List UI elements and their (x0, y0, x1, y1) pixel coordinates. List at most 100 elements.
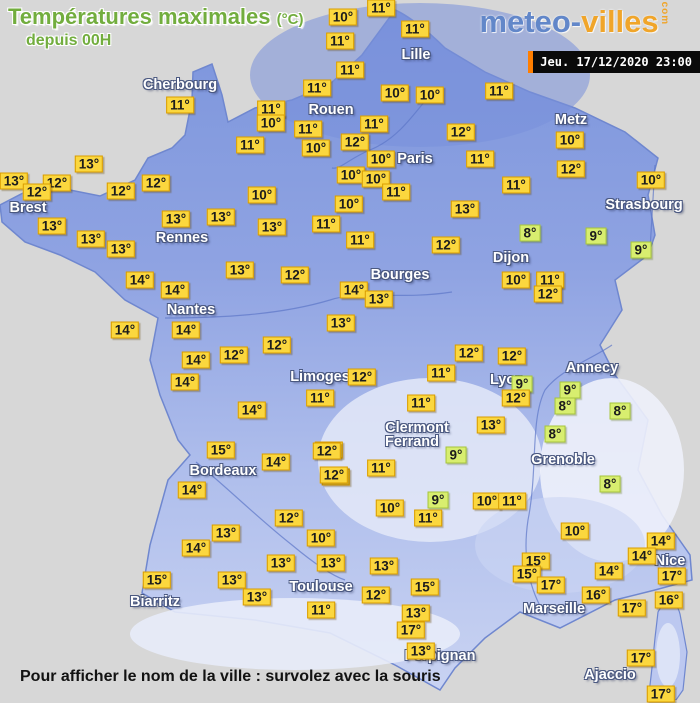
temp-badge[interactable]: 13° (0, 172, 29, 190)
temp-badge[interactable]: 14° (125, 271, 155, 289)
temp-badge[interactable]: 12° (280, 266, 310, 284)
temp-badge[interactable]: 15° (142, 571, 172, 589)
temp-badge[interactable]: 10° (256, 114, 286, 132)
temp-badge[interactable]: 10° (336, 166, 366, 184)
temp-badge[interactable]: 11° (346, 231, 374, 249)
temp-badge[interactable]: 8° (599, 475, 621, 493)
temp-badge[interactable]: 14° (646, 532, 676, 550)
temp-badge[interactable]: 12° (501, 389, 531, 407)
temp-badge[interactable]: 9° (585, 227, 607, 245)
temp-badge[interactable]: 17° (536, 576, 566, 594)
temp-badge[interactable]: 13° (364, 290, 394, 308)
meteo-villes-logo[interactable]: meteo-villes.com (479, 0, 686, 40)
temp-badge[interactable]: 14° (261, 453, 291, 471)
temp-badge[interactable]: 10° (301, 139, 331, 157)
temp-badge[interactable]: 12° (319, 466, 349, 484)
temp-badge[interactable]: 14° (177, 481, 207, 499)
temp-badge[interactable]: 12° (454, 344, 484, 362)
temp-badge[interactable]: 9° (511, 375, 533, 393)
temp-badge[interactable]: 12° (219, 346, 249, 364)
temp-badge[interactable]: 13° (37, 217, 67, 235)
temp-badge[interactable]: 11° (427, 364, 455, 382)
temp-badge[interactable]: 13° (401, 604, 431, 622)
temp-badge[interactable]: 13° (225, 261, 255, 279)
temp-badge[interactable]: 12° (446, 123, 476, 141)
temp-badge[interactable]: 13° (217, 571, 247, 589)
temp-badge[interactable]: 13° (76, 230, 106, 248)
temp-badge[interactable]: 9° (559, 381, 581, 399)
temp-badge[interactable]: 14° (171, 321, 201, 339)
temp-badge[interactable]: 10° (555, 131, 585, 149)
temp-badge[interactable]: 17° (617, 599, 647, 617)
temp-badge[interactable]: 11° (326, 32, 354, 50)
temp-badge[interactable]: 11° (307, 601, 335, 619)
temp-badge[interactable]: 17° (396, 621, 426, 639)
temp-badge[interactable]: 11° (312, 215, 340, 233)
temp-badge[interactable]: 10° (472, 492, 502, 510)
temp-badge[interactable]: 14° (170, 373, 200, 391)
temp-badge[interactable]: 13° (369, 557, 399, 575)
temp-badge[interactable]: 8° (554, 397, 576, 415)
temp-badge[interactable]: 12° (141, 174, 171, 192)
temp-badge[interactable]: 13° (242, 588, 272, 606)
temp-badge[interactable]: 10° (375, 499, 405, 517)
temp-badge[interactable]: 11° (498, 492, 526, 510)
temp-badge[interactable]: 11° (367, 0, 395, 17)
temp-badge[interactable]: 13° (106, 240, 136, 258)
temp-badge[interactable]: 11° (360, 115, 388, 133)
temp-badge[interactable]: 9° (630, 241, 652, 259)
temp-badge[interactable]: 11° (166, 96, 194, 114)
temp-badge[interactable]: 13° (476, 416, 506, 434)
temp-badge[interactable]: 11° (401, 20, 429, 38)
temp-badge[interactable]: 11° (382, 183, 410, 201)
temp-badge[interactable]: 14° (181, 539, 211, 557)
temp-badge[interactable]: 13° (266, 554, 296, 572)
temp-badge[interactable]: 10° (415, 86, 445, 104)
temp-badge[interactable]: 12° (22, 183, 52, 201)
temp-badge[interactable]: 16° (581, 586, 611, 604)
temp-badge[interactable]: 14° (594, 562, 624, 580)
temp-badge[interactable]: 10° (306, 529, 336, 547)
temp-badge[interactable]: 15° (410, 578, 440, 596)
temp-badge[interactable]: 10° (328, 8, 358, 26)
temp-badge[interactable]: 13° (257, 218, 287, 236)
temp-badge[interactable]: 8° (609, 402, 631, 420)
temp-badge[interactable]: 13° (211, 524, 241, 542)
temp-badge[interactable]: 13° (406, 642, 436, 660)
temp-badge[interactable]: 8° (544, 425, 566, 443)
temp-badge[interactable]: 15° (512, 565, 542, 583)
temp-badge[interactable]: 13° (74, 155, 104, 173)
temp-badge[interactable]: 12° (556, 160, 586, 178)
temp-badge[interactable]: 11° (236, 136, 264, 154)
temp-badge[interactable]: 13° (206, 208, 236, 226)
temp-badge[interactable]: 10° (636, 171, 666, 189)
temp-badge[interactable]: 10° (501, 271, 531, 289)
temp-badge[interactable]: 12° (106, 182, 136, 200)
temp-badge[interactable]: 11° (407, 394, 435, 412)
temp-badge[interactable]: 8° (519, 224, 541, 242)
temp-badge[interactable]: 13° (326, 314, 356, 332)
temp-badge[interactable]: 10° (366, 150, 396, 168)
temp-badge[interactable]: 13° (450, 200, 480, 218)
temp-badge[interactable]: 10° (361, 170, 391, 188)
temp-badge[interactable]: 14° (110, 321, 140, 339)
temp-badge[interactable]: 12° (274, 509, 304, 527)
temp-badge[interactable]: 11° (303, 79, 331, 97)
temp-badge[interactable]: 14° (160, 281, 190, 299)
temp-badge[interactable]: 14° (627, 547, 657, 565)
temp-badge[interactable]: 16° (654, 591, 684, 609)
temp-badge[interactable]: 12° (262, 336, 292, 354)
temp-badge[interactable]: 17° (646, 685, 676, 703)
temp-badge[interactable]: 14° (237, 401, 267, 419)
temp-badge[interactable]: 15° (206, 441, 236, 459)
temp-badge[interactable]: 17° (626, 649, 656, 667)
temp-badge[interactable]: 14° (181, 351, 211, 369)
temp-badge[interactable]: 9° (445, 446, 467, 464)
temp-badge[interactable]: 11° (367, 459, 395, 477)
temp-badge[interactable]: 12° (340, 133, 370, 151)
temp-badge[interactable]: 14° (339, 281, 369, 299)
temp-badge[interactable]: 12° (431, 236, 461, 254)
temp-badge[interactable]: 10° (380, 84, 410, 102)
temp-badge[interactable]: 11° (466, 150, 494, 168)
temp-badge[interactable]: 15° (521, 552, 551, 570)
